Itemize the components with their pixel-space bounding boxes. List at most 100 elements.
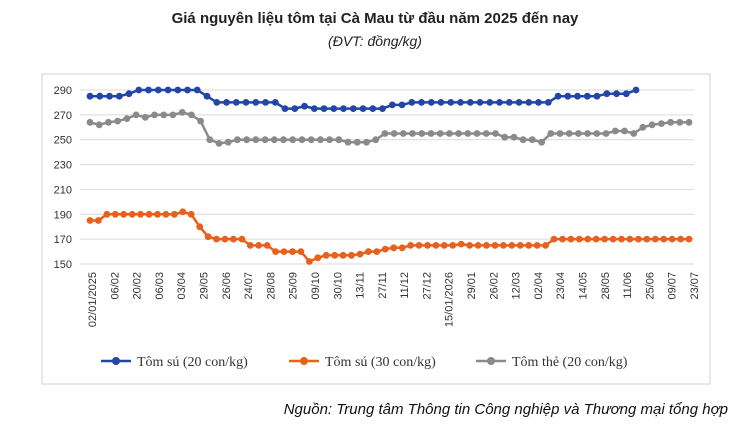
data-point	[255, 242, 263, 249]
y-tick-label: 270	[54, 110, 72, 122]
data-point	[601, 235, 608, 243]
data-point	[105, 118, 112, 126]
y-tick-label: 170	[54, 234, 72, 246]
data-point	[390, 130, 398, 137]
legend-marker-3	[487, 357, 495, 365]
x-tick-label: 29/01	[466, 272, 478, 300]
data-point	[658, 120, 665, 127]
data-point	[178, 109, 186, 116]
data-point	[424, 242, 431, 249]
data-point	[115, 92, 123, 100]
data-point	[685, 118, 693, 126]
data-point	[667, 118, 674, 126]
data-point	[206, 136, 214, 144]
data-point	[390, 244, 398, 252]
data-point	[564, 92, 572, 100]
data-point	[491, 242, 499, 249]
data-point	[298, 136, 306, 144]
data-point	[242, 99, 250, 106]
data-point	[306, 258, 313, 265]
data-point	[457, 240, 465, 248]
data-point	[556, 130, 564, 137]
legend-label-1: Tôm sú (20 con/kg)	[137, 355, 248, 370]
x-tick-label: 23/04	[555, 272, 567, 300]
data-point	[270, 136, 278, 144]
y-tick-label: 230	[54, 160, 72, 172]
data-point	[593, 130, 601, 137]
data-point	[388, 101, 396, 109]
data-point	[193, 86, 201, 94]
data-point	[668, 235, 676, 243]
x-tick-label: 26/06	[221, 272, 233, 300]
x-tick-label: 12/03	[511, 272, 523, 300]
data-point	[203, 92, 211, 100]
data-point	[381, 130, 389, 137]
data-point	[592, 235, 600, 243]
x-tick-label: 06/03	[154, 272, 166, 300]
series-line-3	[89, 111, 689, 145]
data-point	[262, 99, 269, 106]
data-point	[160, 111, 168, 119]
data-point	[215, 140, 223, 147]
data-point	[349, 105, 357, 112]
data-point	[230, 235, 237, 243]
data-point	[559, 235, 566, 243]
data-point	[196, 223, 204, 231]
data-point	[224, 138, 232, 146]
data-point	[381, 245, 389, 253]
legend-label-2: Tôm sú (30 con/kg)	[325, 355, 436, 370]
data-point	[187, 210, 195, 218]
data-point	[297, 248, 305, 256]
data-point	[204, 233, 212, 241]
data-point	[525, 242, 533, 249]
data-point	[291, 105, 299, 112]
data-point	[575, 235, 583, 243]
x-tick-label: 14/05	[578, 272, 590, 300]
data-point	[525, 99, 533, 106]
data-point	[171, 210, 178, 218]
x-tick-label: 25/06	[644, 272, 656, 300]
data-point	[533, 242, 541, 249]
data-point	[464, 130, 472, 137]
x-tick-label: 09/10	[310, 272, 322, 300]
x-tick-label: 29/05	[198, 272, 210, 300]
data-point	[369, 105, 377, 112]
data-point	[544, 99, 552, 106]
data-point	[630, 130, 638, 137]
data-point	[648, 121, 656, 129]
data-point	[446, 130, 453, 137]
data-point	[372, 136, 380, 144]
data-point	[188, 111, 195, 119]
series-line-2	[90, 210, 689, 264]
x-tick-label: 02/01/2025	[87, 272, 99, 327]
data-point	[418, 130, 426, 137]
data-point	[154, 86, 162, 94]
data-point	[280, 136, 287, 144]
x-tick-label: 24/07	[243, 272, 255, 300]
data-point	[567, 235, 575, 243]
data-point	[584, 130, 591, 137]
data-point	[496, 99, 503, 106]
data-point	[331, 251, 339, 259]
data-point	[252, 136, 260, 144]
chart-title: Giá nguyên liệu tôm tại Cà Mau từ đầu nă…	[171, 10, 579, 27]
data-point	[145, 210, 153, 218]
data-point	[339, 251, 347, 259]
data-point	[528, 136, 536, 144]
data-point	[660, 235, 668, 243]
data-point	[535, 99, 542, 106]
y-tick-label: 290	[54, 85, 72, 97]
data-point	[483, 242, 490, 249]
x-tick-label: 30/10	[332, 272, 344, 300]
data-point	[492, 130, 499, 137]
data-point	[575, 130, 582, 137]
x-tick-label: 28/08	[265, 272, 277, 300]
data-point	[106, 92, 113, 100]
data-point	[515, 99, 523, 106]
data-point	[330, 105, 338, 112]
data-point	[174, 86, 182, 94]
source-note: Nguồn: Trung tâm Thông tin Công nghiệp v…	[283, 401, 728, 418]
data-point	[86, 217, 94, 224]
x-tick-label: 11/12	[399, 272, 411, 299]
